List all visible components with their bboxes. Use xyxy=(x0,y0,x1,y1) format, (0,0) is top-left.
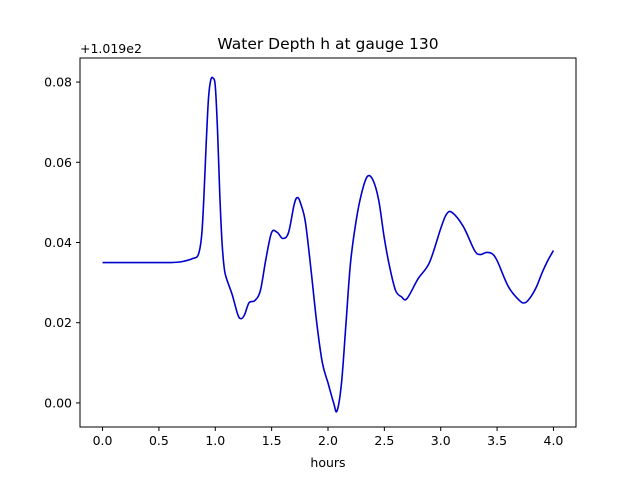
ticks-layer: 0.0 0.5 1.0 1.5 2.0 2.5 3.0 3.5 4.0 0.00 0.02 0.04 0… xyxy=(44,75,563,448)
x-tick-label: 3.0 xyxy=(431,433,451,448)
x-tick-label: 1.0 xyxy=(205,433,225,448)
x-tick-label: 0.5 xyxy=(149,433,169,448)
chart-title: Water Depth h at gauge 130 xyxy=(217,35,438,53)
x-tick-label: 3.5 xyxy=(487,433,507,448)
x-axis-label: hours xyxy=(310,455,345,470)
x-tick-label: 2.0 xyxy=(318,433,338,448)
y-tick-label: 0.08 xyxy=(44,75,72,90)
x-tick-label: 1.5 xyxy=(262,433,282,448)
y-tick-label: 0.04 xyxy=(44,235,72,250)
y-tick-label: 0.00 xyxy=(44,395,72,410)
x-tick-label: 0.0 xyxy=(93,433,113,448)
series-line xyxy=(102,76,555,413)
x-tick-label: 2.5 xyxy=(374,433,394,448)
plot-frame xyxy=(79,57,577,428)
y-axis-offset-label: +1.019e2 xyxy=(80,41,142,56)
x-tick-label: 4.0 xyxy=(544,433,564,448)
y-tick-label: 0.06 xyxy=(44,155,72,170)
series-layer xyxy=(102,76,555,413)
y-tick-label: 0.02 xyxy=(44,315,72,330)
